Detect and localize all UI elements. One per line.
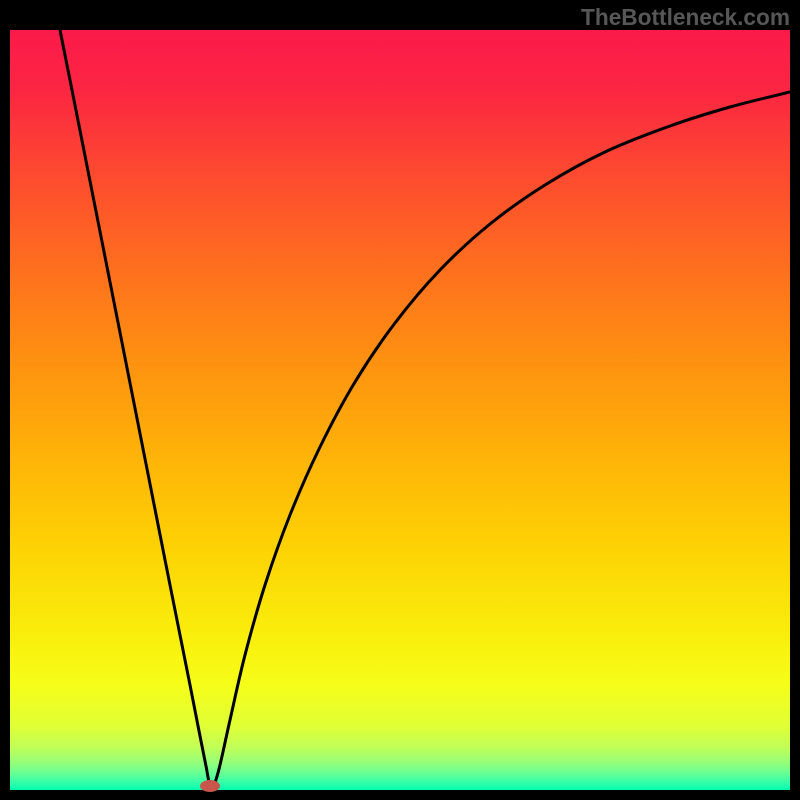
bottleneck-chart [0,0,800,800]
chart-container: TheBottleneck.com [0,0,800,800]
chart-plot-area [10,30,790,790]
optimum-marker [200,780,220,792]
watermark-text: TheBottleneck.com [581,4,790,31]
